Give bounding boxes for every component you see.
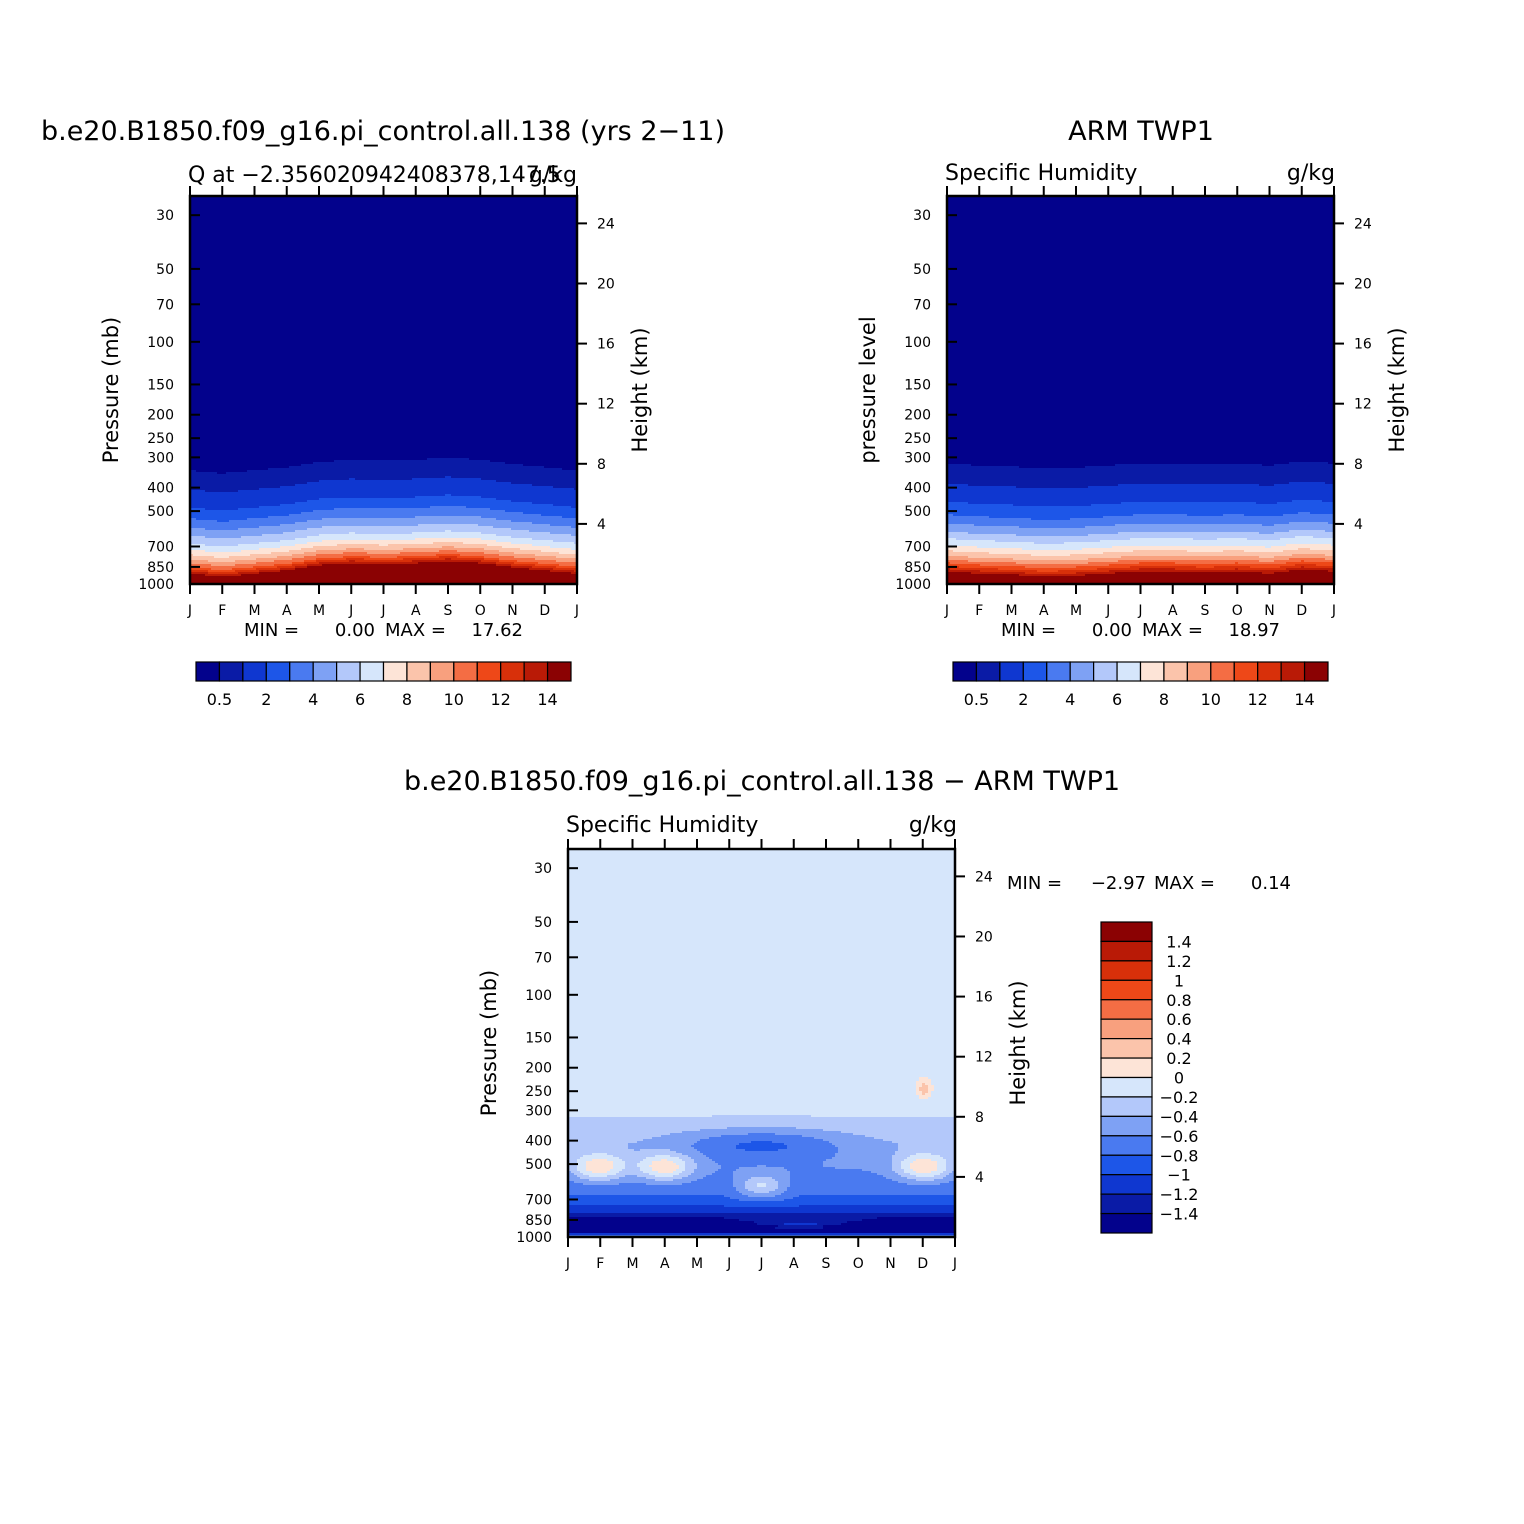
panel-model-subtitle-right: g/kg (529, 163, 577, 188)
panel-model: b.e20.B1850.f09_g16.pi_control.all.138 (… (41, 116, 725, 709)
panel-model-subtitle-left: Q at −2.356020942408378,147.5 (188, 163, 561, 188)
panel-model-contours (190, 196, 578, 585)
panel-model-title: b.e20.B1850.f09_g16.pi_control.all.138 (… (41, 116, 725, 147)
